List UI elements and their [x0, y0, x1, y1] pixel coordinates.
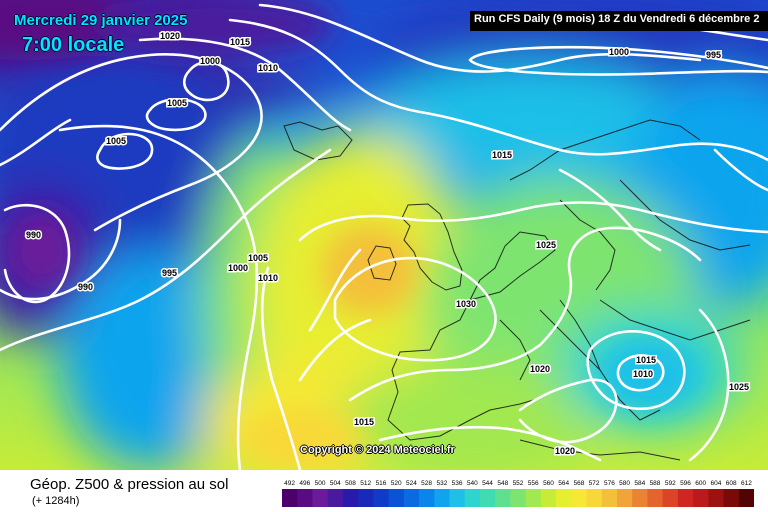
legend-swatch: [312, 489, 329, 507]
coastlines: [283, 119, 751, 461]
legend-value: 568: [573, 480, 584, 487]
legend-value: 536: [452, 480, 463, 487]
legend-value: 508: [345, 480, 356, 487]
isobar-label: 1020: [530, 364, 550, 374]
legend-swatch: [419, 489, 435, 507]
legend-value: 604: [710, 480, 721, 487]
legend-swatch: [693, 489, 709, 507]
forecast-date: Mercredi 29 janvier 2025: [14, 12, 188, 29]
color-scale-legend: 492 496 500 504 508 512 516 520 524 528 532 536 540 5…: [282, 480, 754, 507]
copyright: Copyright © 2024 Meteociel.fr: [300, 444, 455, 456]
isobar-label: 1000: [609, 47, 629, 57]
legend-value: 520: [391, 480, 402, 487]
isobar-label: 1030: [456, 299, 476, 309]
legend-swatch: [297, 489, 313, 507]
legend-value: 500: [315, 480, 326, 487]
legend-value: 532: [436, 480, 447, 487]
isobar-label: 1010: [258, 273, 278, 283]
legend-value: 524: [406, 480, 417, 487]
legend-value: 528: [421, 480, 432, 487]
legend-value: 572: [589, 480, 600, 487]
isobar-label: 1025: [536, 240, 556, 250]
legend-swatch: [723, 489, 740, 507]
legend-swatch: [373, 489, 390, 507]
legend-value: 516: [376, 480, 387, 487]
legend-swatch: [601, 489, 618, 507]
isobar-label: 995: [706, 50, 721, 60]
legend-swatch: [540, 489, 557, 507]
legend-value: 560: [543, 480, 554, 487]
weather-map: 1020 1015 1000 1010 1005 1005 990 990 99…: [0, 0, 768, 470]
isobar-label: 995: [162, 268, 177, 278]
legend-swatch: [586, 489, 603, 507]
legend-swatch: [662, 489, 679, 507]
legend-value: 584: [634, 480, 645, 487]
isobar-label: 1000: [228, 263, 248, 273]
legend-swatch: [738, 489, 754, 507]
isobar-label: 1005: [248, 253, 268, 263]
legend-value: 556: [528, 480, 539, 487]
legend-swatch: [282, 489, 298, 507]
legend-swatch: [510, 489, 527, 507]
legend-value: 612: [741, 480, 752, 487]
legend-swatch: [677, 489, 694, 507]
legend-value: 576: [604, 480, 615, 487]
legend-swatch: [403, 489, 420, 507]
isobar-label: 990: [26, 230, 41, 240]
legend-swatch: [571, 489, 587, 507]
isobar-label: 1010: [633, 369, 653, 379]
legend-value: 588: [650, 480, 661, 487]
legend-value: 596: [680, 480, 691, 487]
legend-value: 608: [726, 480, 737, 487]
legend-swatch: [464, 489, 481, 507]
legend-swatch: [479, 489, 496, 507]
legend-value: 504: [330, 480, 341, 487]
isobar-label: 1015: [636, 355, 656, 365]
legend-swatch: [525, 489, 542, 507]
legend-swatch: [434, 489, 450, 507]
legend-swatch: [342, 489, 359, 507]
isobar-label: 1025: [729, 382, 749, 392]
isobar-label: 1000: [200, 56, 220, 66]
legend-swatch: [495, 489, 511, 507]
legend-swatch: [449, 489, 466, 507]
legend-swatch: [358, 489, 374, 507]
legend-value: 548: [497, 480, 508, 487]
isobar-label: 1015: [492, 150, 512, 160]
legend-value: 600: [695, 480, 706, 487]
legend-swatch: [647, 489, 664, 507]
isobars: [0, 3, 768, 470]
legend-swatch: [632, 489, 648, 507]
legend-swatch: [617, 489, 633, 507]
legend-value: 540: [467, 480, 478, 487]
legend-swatch: [388, 489, 405, 507]
run-info-box: [470, 11, 768, 31]
legend-value: 544: [482, 480, 493, 487]
isobar-label: 1020: [555, 446, 575, 456]
isobar-labels: 1020 1015 1000 1010 1005 1005 990 990 99…: [25, 30, 751, 458]
isobar-label: 1005: [167, 98, 187, 108]
map-title: Géop. Z500 & pression au sol: [30, 476, 229, 493]
legend-value: 496: [299, 480, 310, 487]
legend-value: 580: [619, 480, 630, 487]
legend-value: 552: [513, 480, 524, 487]
isobar-label: 1005: [106, 136, 126, 146]
legend-swatch: [556, 489, 572, 507]
legend-swatch: [327, 489, 344, 507]
isobar-label: 1015: [230, 37, 250, 47]
legend-value: 512: [360, 480, 371, 487]
forecast-time: 7:00 locale: [22, 34, 125, 56]
isobar-label: 1015: [354, 417, 374, 427]
isobar-label: 990: [78, 282, 93, 292]
legend-value: 564: [558, 480, 569, 487]
isobar-label: 1010: [258, 63, 278, 73]
isobar-label: 1020: [160, 31, 180, 41]
geopotential-field: [0, 0, 768, 470]
legend-value: 592: [665, 480, 676, 487]
legend-value: 492: [284, 480, 295, 487]
run-info: Run CFS Daily (9 mois) 18 Z du Vendredi …: [474, 13, 760, 25]
legend-swatch: [708, 489, 724, 507]
forecast-offset: (+ 1284h): [32, 495, 80, 507]
